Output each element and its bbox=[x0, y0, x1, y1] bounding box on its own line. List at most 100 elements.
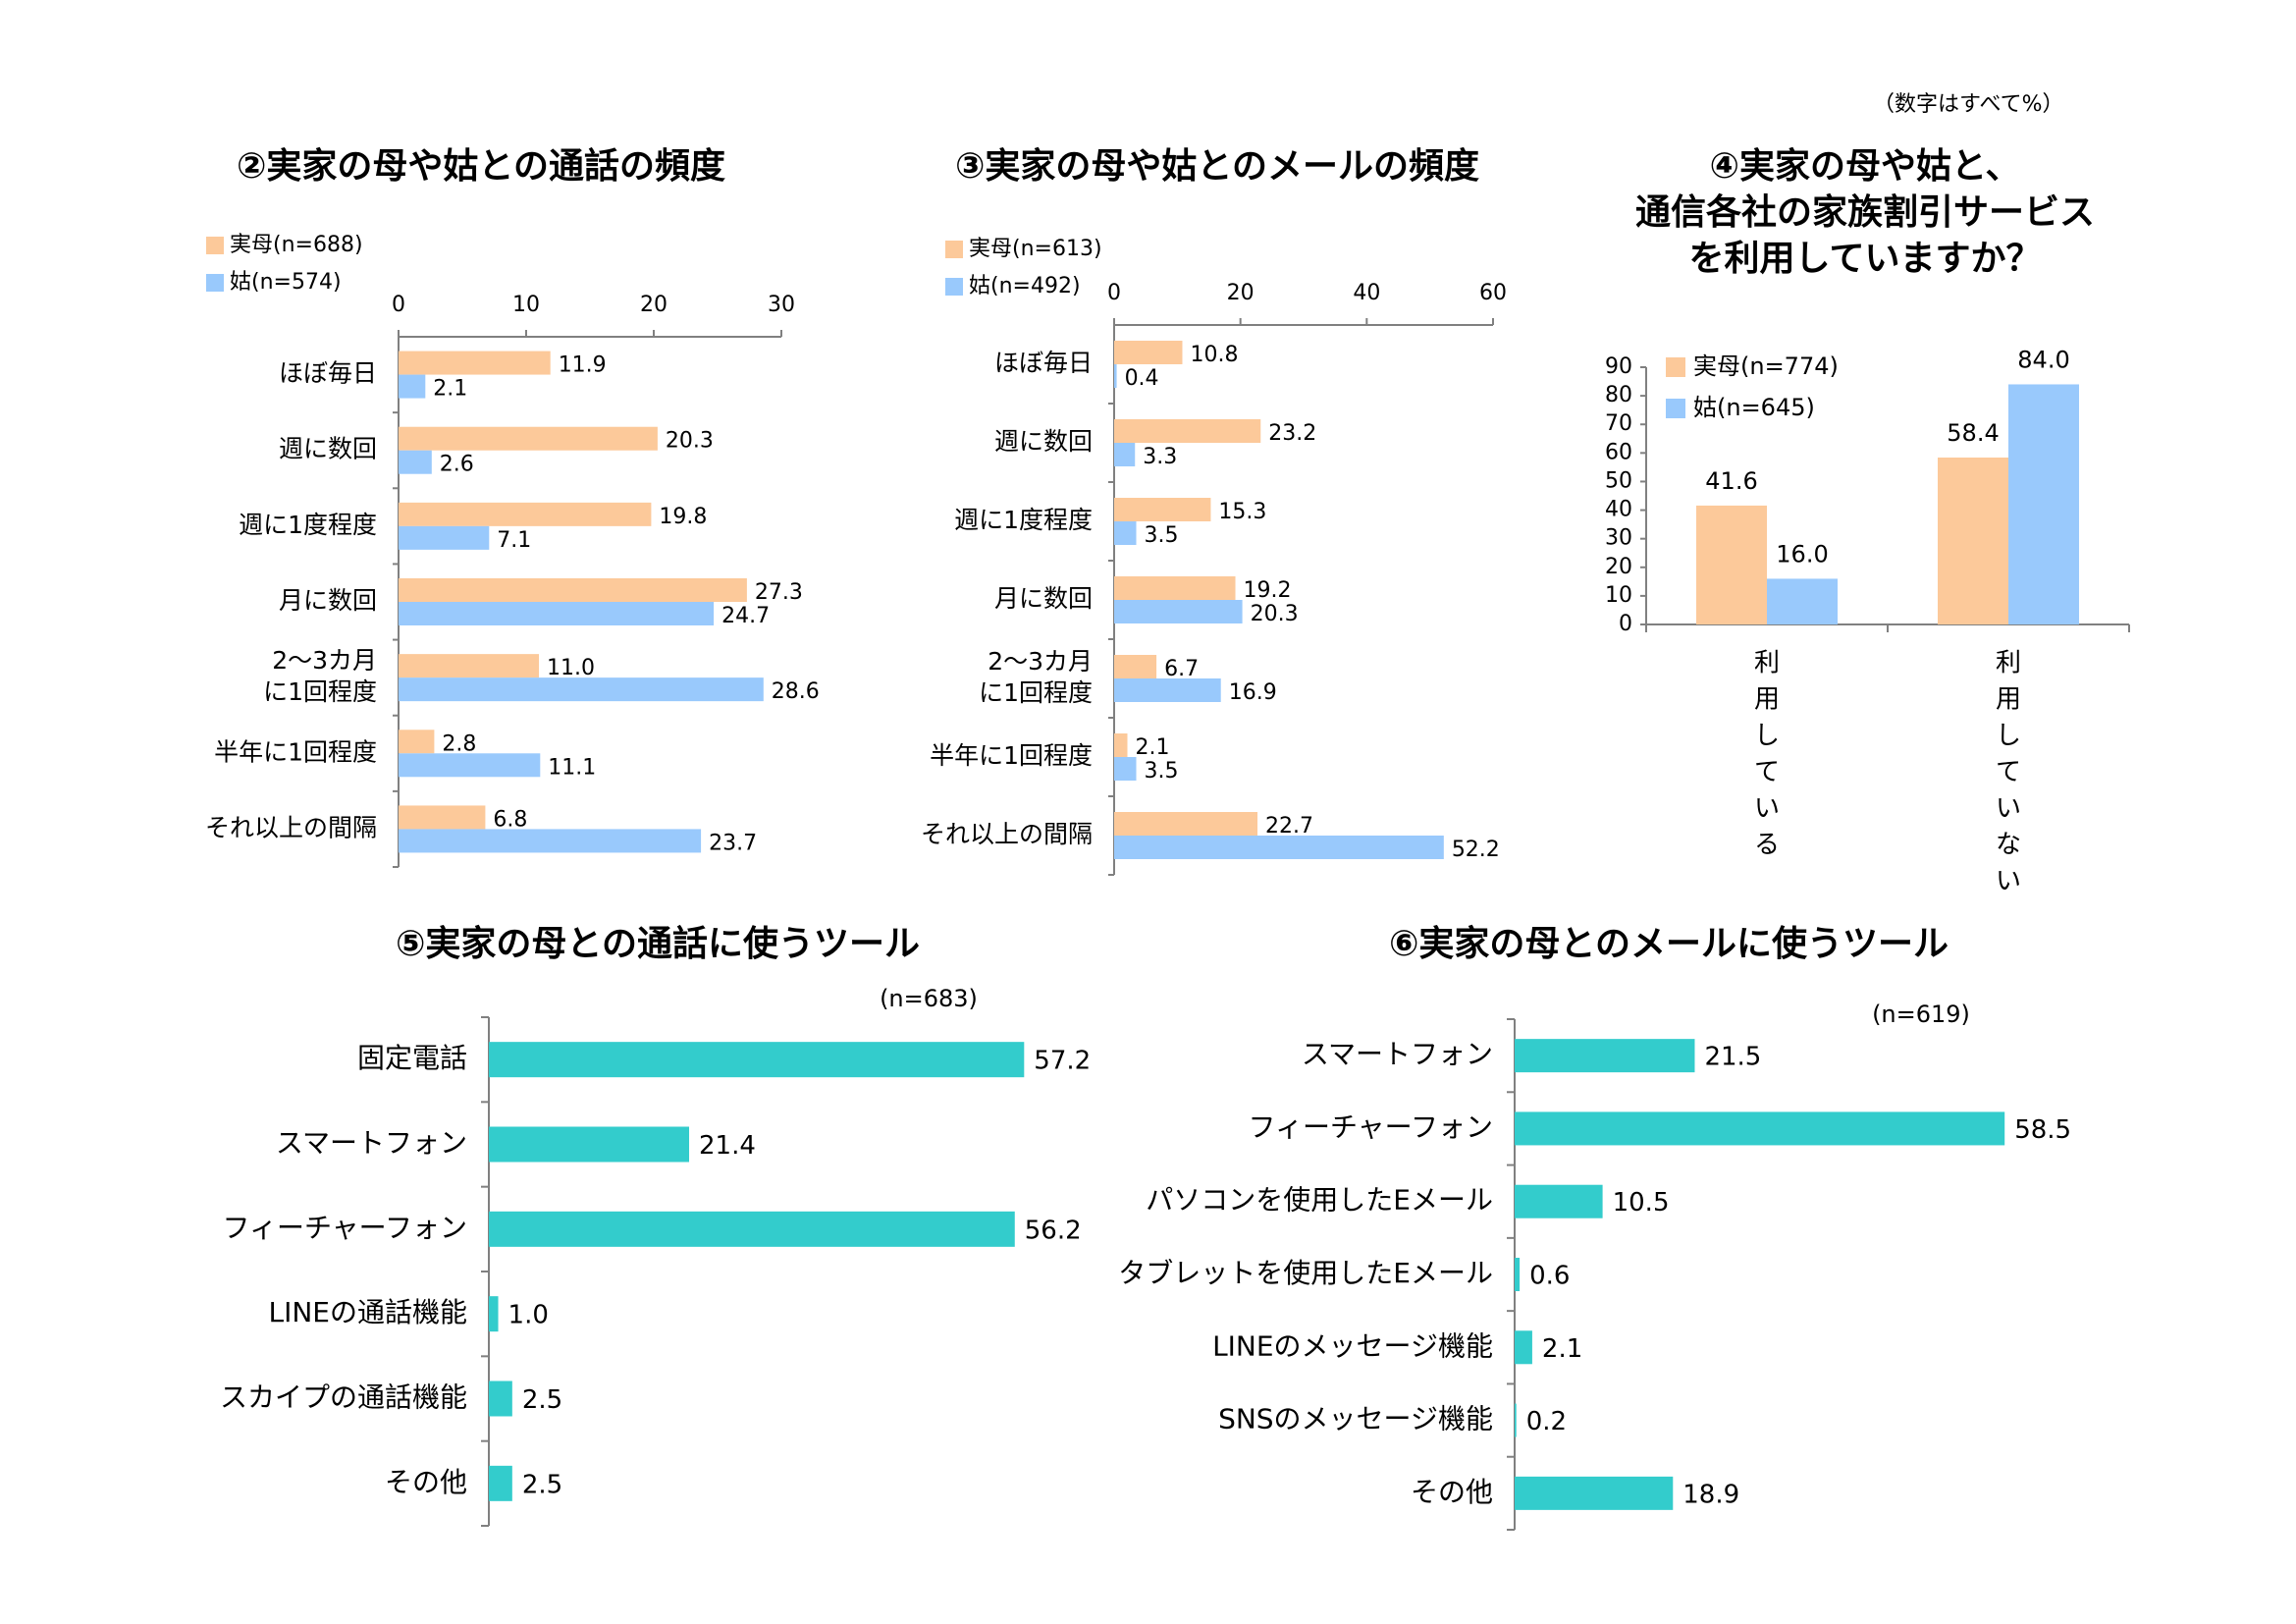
bar bbox=[1767, 578, 1838, 624]
bar bbox=[1114, 576, 1236, 600]
category-label: スマートフォン bbox=[1302, 1038, 1493, 1070]
bar bbox=[399, 805, 486, 830]
category-label: SNSのメッセージ機能 bbox=[1218, 1403, 1493, 1435]
y-tick-label: 10 bbox=[1605, 583, 1632, 608]
x-tick-label: 30 bbox=[768, 293, 795, 317]
bar bbox=[399, 426, 658, 451]
bar bbox=[1515, 1258, 1521, 1291]
category-label: な bbox=[1996, 831, 2021, 860]
bar bbox=[489, 1296, 499, 1332]
category-label: 半年に1回程度 bbox=[214, 737, 377, 766]
chart-title-line: を利用していますか？ bbox=[1688, 239, 2042, 279]
category-label: 固定電話 bbox=[357, 1042, 467, 1074]
data-label: 2.6 bbox=[440, 453, 474, 477]
data-label: 16.0 bbox=[1776, 540, 1828, 568]
legend-label: 姑(n=645) bbox=[1693, 394, 1815, 421]
y-tick-label: 70 bbox=[1605, 411, 1632, 436]
sample-size-label: (n=683) bbox=[880, 985, 978, 1012]
category-label: て bbox=[1754, 758, 1780, 787]
chart-c4: 0 10 20 30 40 50 60 70 80 90 実母(n=774) 姑(n=645) 41.6… bbox=[1605, 346, 2130, 896]
bar bbox=[1515, 1039, 1695, 1073]
data-label: 24.7 bbox=[721, 604, 770, 628]
data-label: 7.1 bbox=[497, 528, 531, 553]
chart-title-line: 通信各社の家族割引サービス bbox=[1634, 192, 2095, 233]
bar bbox=[399, 602, 715, 625]
category-label: 月に数回 bbox=[279, 586, 377, 615]
data-label: 22.7 bbox=[1265, 814, 1313, 839]
category-label: 用 bbox=[1996, 685, 2021, 715]
bar bbox=[489, 1211, 1015, 1247]
data-label: 84.0 bbox=[2017, 346, 2069, 373]
data-label: 16.9 bbox=[1229, 680, 1277, 705]
category-label: い bbox=[1996, 867, 2021, 896]
data-label: 15.3 bbox=[1218, 500, 1266, 524]
data-label: 2.5 bbox=[522, 1470, 562, 1499]
bar bbox=[1515, 1403, 1517, 1437]
data-label: 18.9 bbox=[1682, 1480, 1739, 1509]
y-tick-label: 80 bbox=[1605, 383, 1632, 407]
category-label: フィーチャーフォン bbox=[1249, 1110, 1493, 1143]
category-label: 利 bbox=[1996, 649, 2021, 678]
data-label: 27.3 bbox=[755, 580, 803, 605]
bar bbox=[1114, 836, 1444, 859]
category-label: その他 bbox=[1411, 1476, 1493, 1508]
sample-size-label: (n=619) bbox=[1872, 1001, 1970, 1028]
legend-swatch bbox=[1666, 399, 1685, 418]
chart-title-call-frequency: ②実家の母や姑との通話の頻度 bbox=[236, 146, 726, 187]
chart-title-line: ④実家の母や姑と、 bbox=[1709, 146, 2021, 187]
chart-title-mail-tools: ⑥実家の母とのメールに使うツール bbox=[1388, 924, 1949, 964]
category-label: それ以上の間隔 bbox=[921, 820, 1093, 848]
chart-c3: 0 20 40 60 実母(n=613) 姑(n=492) ほぼ毎日 10.8 0.4 週に数回 2… bbox=[921, 237, 1507, 876]
data-label: 52.2 bbox=[1452, 838, 1500, 862]
bar bbox=[399, 654, 539, 678]
category-label: に1回程度 bbox=[979, 678, 1093, 707]
category-label: LINEのメッセージ機能 bbox=[1212, 1329, 1493, 1362]
bar bbox=[399, 351, 551, 375]
category-label: ほぼ毎日 bbox=[994, 349, 1093, 377]
category-label: 2～3カ月 bbox=[272, 646, 377, 675]
category-label: 2～3カ月 bbox=[988, 647, 1093, 676]
data-label: 20.3 bbox=[666, 429, 714, 454]
data-label: 19.2 bbox=[1244, 578, 1292, 603]
x-tick-label: 20 bbox=[640, 293, 667, 317]
category-label: し bbox=[1754, 722, 1780, 751]
category-label: ほぼ毎日 bbox=[279, 359, 377, 388]
legend-label: 実母(n=613) bbox=[969, 237, 1102, 261]
category-label: る bbox=[1754, 831, 1780, 860]
legend-swatch bbox=[945, 241, 963, 258]
bar bbox=[399, 730, 435, 754]
data-label: 1.0 bbox=[508, 1301, 549, 1330]
data-label: 58.5 bbox=[2014, 1115, 2071, 1145]
bar bbox=[1114, 678, 1221, 702]
chart-title-family-discount: ④実家の母や姑と、 通信各社の家族割引サービス を利用していますか？ bbox=[1571, 143, 2160, 282]
category-label: い bbox=[1754, 794, 1780, 824]
y-tick-label: 0 bbox=[1619, 612, 1632, 636]
bar bbox=[1114, 498, 1211, 521]
bar bbox=[399, 753, 541, 778]
category-label: 半年に1回程度 bbox=[930, 741, 1093, 770]
legend-label: 実母(n=774) bbox=[1693, 352, 1839, 380]
data-label: 23.2 bbox=[1268, 421, 1316, 446]
bar bbox=[399, 502, 652, 526]
y-tick-label: 40 bbox=[1605, 498, 1632, 522]
bar bbox=[1114, 443, 1136, 466]
data-label: 0.6 bbox=[1529, 1262, 1570, 1291]
y-tick-label: 30 bbox=[1605, 526, 1632, 551]
category-label: 月に数回 bbox=[994, 584, 1093, 613]
legend-swatch bbox=[206, 274, 224, 292]
category-label: パソコンを使用したEメール bbox=[1146, 1184, 1493, 1217]
y-tick-label: 50 bbox=[1605, 468, 1632, 493]
category-label: て bbox=[1996, 758, 2021, 787]
bar bbox=[1515, 1330, 1532, 1365]
category-label: し bbox=[1996, 722, 2021, 751]
category-label: その他 bbox=[385, 1466, 467, 1498]
units-note: （数字はすべて%） bbox=[1873, 92, 2064, 117]
x-tick-label: 10 bbox=[512, 293, 540, 317]
category-label: タブレットを使用したEメール bbox=[1118, 1257, 1493, 1289]
data-label: 28.6 bbox=[772, 679, 820, 704]
data-label: 11.1 bbox=[548, 755, 596, 780]
legend-swatch bbox=[945, 278, 963, 296]
data-label: 2.8 bbox=[442, 731, 476, 756]
bar bbox=[1114, 757, 1137, 781]
chart-c5: (n=683) 固定電話 57.2 スマートフォン 21.4 フィーチャーフォン 56.2 L… bbox=[220, 985, 1091, 1527]
